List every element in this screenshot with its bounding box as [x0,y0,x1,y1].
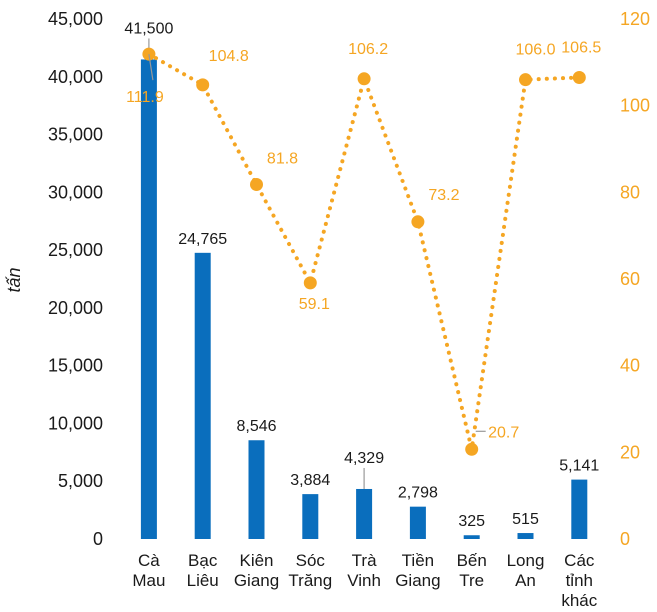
left-tick-label: 45,000 [48,9,103,29]
bar-value-label: 4,329 [344,450,384,467]
bar-value-label: 24,765 [178,231,227,248]
right-tick-label: 0 [620,529,630,549]
left-tick-label: 20,000 [48,298,103,318]
category-label: Kiên Giang [234,551,279,590]
bar [517,533,534,539]
line-point [411,215,425,229]
bar-value-label: 515 [512,511,539,528]
bar [463,535,480,539]
bar [194,252,211,539]
bar [409,506,426,539]
left-tick-label: 0 [93,529,103,549]
line-value-label: 20.7 [488,424,519,441]
category-label: Sóc Trăng [288,551,332,590]
left-tick-label: 30,000 [48,182,103,202]
right-tick-label: 40 [620,356,640,376]
line-point [465,442,479,456]
left-tick-label: 5,000 [58,471,103,491]
left-tick-label: 35,000 [48,125,103,145]
bar-value-label: 3,884 [290,472,330,489]
category-label: Trà Vinh [347,551,381,590]
y-axis-label: tấn [4,267,24,292]
line-point [196,78,210,92]
bar-value-label: 2,798 [398,485,438,502]
bar [356,488,373,539]
line-value-label: 106.0 [515,42,555,59]
bar-value-label: 325 [458,513,485,530]
line-label-leader [148,54,154,81]
bar-value-label: 41,500 [124,20,173,37]
bar [571,479,588,539]
category-label: Bạc Liêu [187,551,219,590]
left-tick-label: 10,000 [48,413,103,433]
bar-series [140,59,588,539]
line-value-label: 81.8 [267,151,298,168]
right-tick-label: 100 [620,96,650,116]
bar [302,494,319,539]
line-point [519,73,532,87]
right-tick-label: 80 [620,182,640,202]
bar [140,59,157,539]
line-point [303,276,317,290]
line-value-label: 104.8 [209,48,249,65]
left-tick-label: 15,000 [48,356,103,376]
category-label: Tiền Giang [395,551,440,590]
left-tick-label: 40,000 [48,67,103,87]
category-label: Cà Mau [132,551,165,590]
line-path [146,52,582,450]
bar-value-label: 5,141 [559,458,599,475]
line-value-label: 106.5 [561,40,601,57]
line-value-label: 59.1 [299,296,330,313]
line-labels: 111.9 104.8 81.8 59.1 106.2 73.2 20.7 106.0 106.… [126,40,601,442]
line-value-label: 111.9 [126,89,164,106]
category-label: Bến Tre [457,551,487,590]
bar [248,440,265,539]
category-label: Các tỉnh khác [561,551,597,610]
bar-labels: 41,500 24,765 8,546 3,884 4,329 2,798 325 515 5,… [124,20,599,530]
right-tick-label: 20 [620,442,640,462]
left-axis-ticks: 0 5,000 10,000 15,000 20,000 25,000 30,000 35,0… [48,9,103,549]
right-tick-label: 120 [620,9,650,29]
line-value-label: 106.2 [348,41,388,58]
line-point [572,71,586,84]
category-label: Long An [507,551,545,590]
right-tick-label: 60 [620,269,640,289]
line-point [250,178,263,192]
line-point [357,72,371,86]
left-tick-label: 25,000 [48,240,103,260]
right-axis-ticks: 0 20 40 60 80 100 120 [620,9,650,549]
bar-value-label: 8,546 [236,418,276,435]
line-value-label: 73.2 [428,187,459,204]
